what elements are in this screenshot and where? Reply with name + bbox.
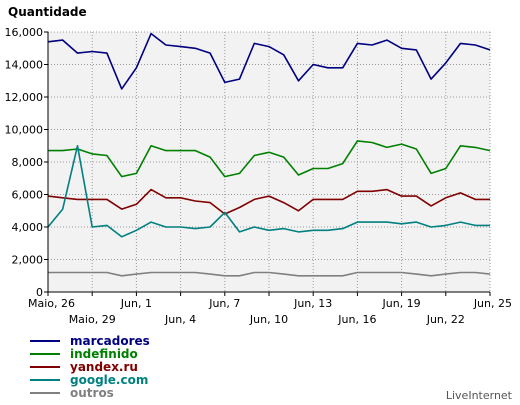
y-tick-label: 16,000 <box>5 26 44 39</box>
series-line-marcadores <box>47 32 491 90</box>
x-tick-label: Jun, 10 <box>249 313 288 326</box>
x-tick-label: Jun, 16 <box>337 313 376 326</box>
legend-label: marcadores <box>70 334 150 348</box>
y-tick-label: 12,000 <box>5 91 44 104</box>
series-line-yandex-ru <box>47 188 490 215</box>
legend-label: google.com <box>70 373 148 387</box>
x-tick-label: Jun, 25 <box>473 297 512 310</box>
y-tick-label: 4,000 <box>12 221 44 234</box>
series-line-google-com <box>47 145 490 238</box>
axes <box>47 32 490 293</box>
y-tick-label: 8,000 <box>12 156 44 169</box>
y-tick-label: 6,000 <box>12 189 44 202</box>
x-tick-label: Jun, 7 <box>208 297 240 310</box>
x-tick-label: Maio, 29 <box>69 313 116 326</box>
y-tick-label: 14,000 <box>5 59 44 72</box>
y-tick-label: 0 <box>36 286 43 299</box>
legend-item: yandex.ru <box>30 360 138 374</box>
x-axis-ticks: Maio, 26 Maio, 29 Jun, 1 Jun, 4 Jun, 7 Jun, 1… <box>28 292 512 326</box>
brand-label: LiveInternet <box>446 389 513 402</box>
legend-item: indefinido <box>30 347 138 361</box>
series-line-indefinido <box>48 140 491 178</box>
series-lines <box>47 32 491 277</box>
legend-item: google.com <box>30 373 148 387</box>
x-tick-label: Jun, 22 <box>426 313 465 326</box>
series-line-outros <box>48 271 491 277</box>
legend-label: indefinido <box>70 347 138 361</box>
y-tick-label: 10,000 <box>5 124 44 137</box>
x-tick-label: Jun, 13 <box>293 297 332 310</box>
y-axis-ticks: 0 2,000 4,000 6,000 8,000 10,000 12,000 14,000 1… <box>5 26 48 299</box>
x-tick-label: Jun, 1 <box>120 297 152 310</box>
x-tick-label: Maio, 26 <box>28 297 75 310</box>
legend-label: yandex.ru <box>70 360 138 374</box>
legend-item: outros <box>30 386 114 400</box>
legend-label: outros <box>70 386 114 400</box>
y-tick-label: 2,000 <box>12 254 44 267</box>
x-tick-label: Jun, 19 <box>382 297 421 310</box>
legend: marcadoresindefinidoyandex.rugoogle.como… <box>30 334 150 400</box>
y-axis-title: Quantidade <box>8 5 87 19</box>
x-tick-label: Jun, 4 <box>164 313 196 326</box>
legend-item: marcadores <box>30 334 150 348</box>
